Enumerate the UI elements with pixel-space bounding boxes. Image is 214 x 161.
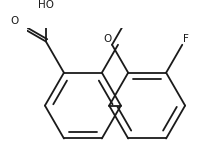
Text: O: O	[104, 34, 112, 44]
Text: HO: HO	[38, 0, 54, 10]
Text: F: F	[183, 34, 189, 44]
Text: O: O	[11, 16, 19, 26]
